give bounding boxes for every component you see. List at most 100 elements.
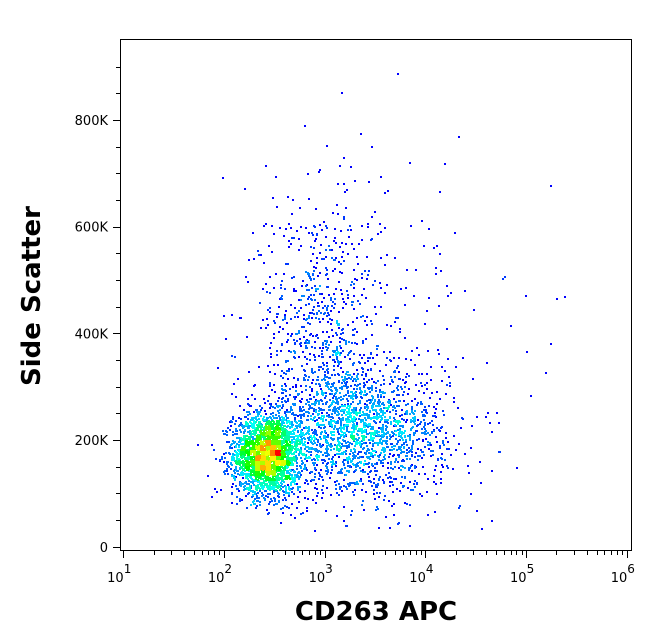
event-point — [318, 366, 320, 368]
event-point — [438, 305, 440, 307]
event-point — [269, 384, 271, 386]
event-point — [435, 408, 437, 410]
event-point — [407, 487, 409, 489]
event-point — [259, 302, 261, 304]
event-point — [426, 491, 428, 493]
event-point — [421, 451, 423, 453]
event-point — [278, 306, 280, 308]
event-point — [446, 465, 448, 467]
event-point — [455, 449, 457, 451]
event-point — [246, 463, 248, 465]
event-point — [288, 457, 290, 459]
event-point — [422, 466, 424, 468]
event-point — [247, 398, 249, 400]
event-point — [379, 442, 381, 444]
event-point — [261, 492, 263, 494]
event-point — [378, 413, 380, 415]
event-point — [396, 449, 398, 451]
event-point — [238, 441, 240, 443]
event-point — [326, 467, 328, 469]
event-point — [373, 402, 375, 404]
event-point — [319, 224, 321, 226]
event-point — [387, 446, 389, 448]
event-point — [275, 414, 277, 416]
event-point — [356, 422, 358, 424]
event-point — [289, 478, 291, 480]
event-point — [516, 467, 518, 469]
event-point — [282, 479, 284, 481]
event-point — [284, 318, 286, 320]
event-point — [265, 283, 267, 285]
event-point — [329, 249, 331, 251]
event-point — [335, 402, 337, 404]
event-point — [272, 412, 274, 414]
event-point — [373, 450, 375, 452]
event-point — [244, 416, 246, 418]
event-point — [348, 444, 350, 446]
event-point — [397, 365, 399, 367]
event-point — [424, 422, 426, 424]
event-point — [273, 333, 275, 335]
event-point — [269, 493, 271, 495]
event-point — [372, 440, 374, 442]
event-point — [380, 231, 382, 233]
event-point — [331, 374, 333, 376]
event-point — [300, 226, 302, 228]
event-point — [550, 185, 552, 187]
event-point — [337, 213, 339, 215]
event-point — [251, 470, 253, 472]
event-point — [346, 428, 348, 430]
event-point — [303, 314, 305, 316]
event-point — [458, 507, 460, 509]
event-point — [330, 386, 332, 388]
event-point — [283, 445, 285, 447]
event-point — [355, 455, 357, 457]
event-point — [252, 490, 254, 492]
event-point — [248, 371, 250, 373]
event-point — [396, 405, 398, 407]
event-point — [303, 409, 305, 411]
event-point — [240, 431, 242, 433]
event-point — [267, 417, 269, 419]
event-point — [366, 450, 368, 452]
event-point — [406, 444, 408, 446]
event-point — [336, 358, 338, 360]
event-point — [264, 410, 266, 412]
event-point — [268, 420, 270, 422]
event-point — [415, 269, 417, 271]
event-point — [386, 357, 388, 359]
event-point — [393, 448, 395, 450]
event-point — [407, 393, 409, 395]
event-point — [320, 469, 322, 471]
event-point — [342, 445, 344, 447]
event-point — [272, 197, 274, 199]
event-point — [344, 445, 346, 447]
event-point — [300, 513, 302, 515]
event-point — [318, 318, 320, 320]
event-point — [429, 422, 431, 424]
event-point — [406, 458, 408, 460]
event-point — [323, 364, 325, 366]
event-point — [526, 351, 528, 353]
event-point — [268, 474, 270, 476]
event-point — [395, 478, 397, 480]
event-point — [340, 399, 342, 401]
event-point — [273, 491, 275, 493]
event-point — [311, 390, 313, 392]
event-point — [298, 356, 300, 358]
event-point — [305, 285, 307, 287]
event-point — [372, 455, 374, 457]
event-point — [278, 432, 280, 434]
event-point — [290, 484, 292, 486]
event-point — [350, 166, 352, 168]
event-point — [280, 482, 282, 484]
event-point — [338, 433, 340, 435]
event-point — [317, 302, 319, 304]
event-point — [290, 227, 292, 229]
event-point — [328, 421, 330, 423]
event-point — [396, 488, 398, 490]
event-point — [345, 414, 347, 416]
event-point — [372, 357, 374, 359]
event-point — [361, 414, 363, 416]
event-point — [281, 424, 283, 426]
